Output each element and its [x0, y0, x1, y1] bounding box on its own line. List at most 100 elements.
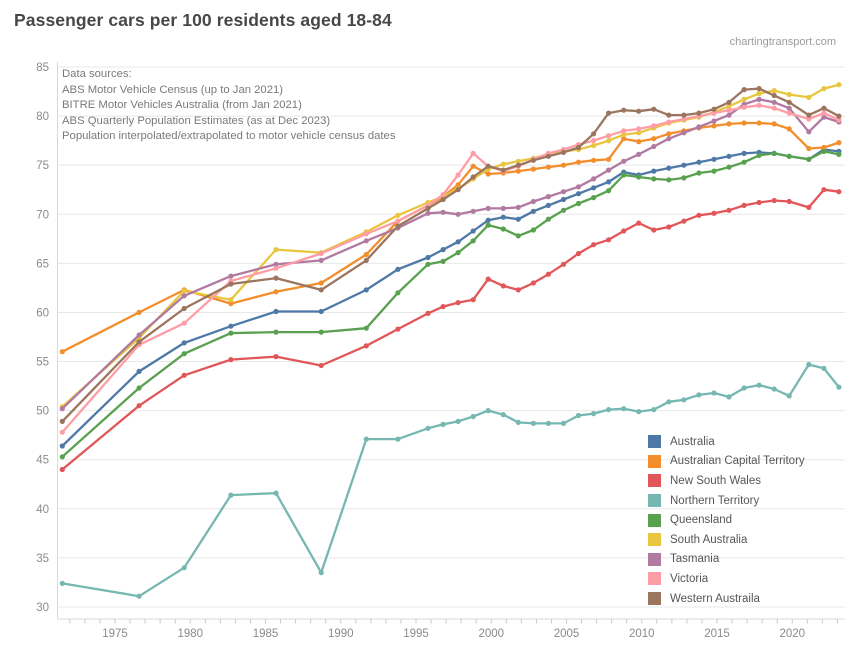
data-point[interactable] [425, 261, 431, 267]
data-point[interactable] [726, 121, 732, 127]
data-point[interactable] [395, 218, 401, 224]
data-point[interactable] [530, 420, 537, 426]
data-point[interactable] [273, 289, 279, 295]
data-point[interactable] [470, 208, 476, 214]
data-point[interactable] [651, 123, 657, 129]
data-point[interactable] [756, 199, 762, 206]
data-point[interactable] [666, 177, 672, 183]
data-point[interactable] [425, 205, 431, 211]
data-point[interactable] [545, 164, 552, 170]
data-point[interactable] [515, 204, 521, 210]
data-point[interactable] [756, 120, 762, 126]
data-point[interactable] [560, 207, 567, 213]
data-point[interactable] [136, 339, 142, 345]
data-point[interactable] [806, 112, 812, 118]
data-point[interactable] [318, 257, 324, 263]
legend-item-victoria[interactable]: Victoria [648, 569, 805, 589]
data-point[interactable] [136, 309, 142, 315]
data-point[interactable] [726, 103, 732, 109]
data-point[interactable] [726, 153, 732, 159]
legend-item-south-australia[interactable]: South Australia [648, 530, 805, 550]
data-point[interactable] [726, 99, 732, 105]
data-point[interactable] [59, 454, 65, 460]
data-point[interactable] [591, 411, 597, 417]
data-point[interactable] [606, 110, 612, 116]
data-point[interactable] [666, 136, 672, 142]
data-point[interactable] [696, 110, 702, 116]
data-point[interactable] [741, 385, 747, 391]
data-point[interactable] [821, 187, 827, 193]
data-point[interactable] [181, 372, 187, 378]
data-point[interactable] [273, 490, 279, 496]
data-point[interactable] [363, 238, 369, 244]
data-point[interactable] [181, 565, 187, 571]
data-point[interactable] [711, 110, 717, 116]
data-point[interactable] [575, 412, 582, 419]
data-point[interactable] [606, 188, 612, 194]
data-point[interactable] [455, 418, 461, 424]
data-point[interactable] [59, 580, 65, 587]
data-point[interactable] [821, 110, 827, 116]
legend-item-northern-territory[interactable]: Northern Territory [648, 491, 805, 511]
data-point[interactable] [500, 167, 506, 173]
data-point[interactable] [575, 184, 582, 190]
data-point[interactable] [575, 250, 582, 257]
data-point[interactable] [425, 310, 431, 316]
data-point[interactable] [228, 273, 234, 279]
data-point[interactable] [363, 436, 369, 442]
data-point[interactable] [606, 237, 612, 243]
series-line[interactable] [61, 98, 841, 410]
data-point[interactable] [530, 208, 537, 214]
series-victoria[interactable] [59, 102, 842, 435]
data-point[interactable] [591, 176, 597, 182]
data-point[interactable] [136, 593, 142, 599]
data-point[interactable] [515, 158, 521, 164]
data-point[interactable] [836, 189, 842, 195]
data-point[interactable] [470, 297, 476, 303]
data-point[interactable] [59, 429, 65, 435]
data-point[interactable] [786, 91, 792, 98]
data-point[interactable] [786, 198, 792, 205]
data-point[interactable] [530, 227, 537, 233]
data-point[interactable] [440, 247, 446, 253]
data-point[interactable] [621, 107, 627, 113]
watermark-link[interactable]: chartingtransport.com [729, 36, 836, 48]
data-point[interactable] [726, 394, 732, 400]
data-point[interactable] [711, 118, 717, 124]
series-queensland[interactable] [59, 148, 842, 460]
data-point[interactable] [711, 106, 717, 112]
legend-item-new-south-wales[interactable]: New South Wales [648, 471, 805, 491]
series-northern-territory[interactable] [59, 361, 842, 599]
data-point[interactable] [395, 326, 401, 332]
data-point[interactable] [621, 132, 627, 138]
data-point[interactable] [485, 163, 491, 169]
data-point[interactable] [821, 114, 827, 120]
data-point[interactable] [440, 209, 446, 215]
data-point[interactable] [756, 382, 762, 388]
data-point[interactable] [636, 174, 642, 180]
data-point[interactable] [836, 113, 842, 119]
data-point[interactable] [771, 105, 777, 111]
data-point[interactable] [500, 214, 506, 220]
data-point[interactable] [666, 224, 672, 230]
data-point[interactable] [756, 90, 762, 97]
data-point[interactable] [651, 227, 657, 233]
data-point[interactable] [530, 166, 537, 172]
data-point[interactable] [395, 436, 401, 442]
data-point[interactable] [806, 94, 812, 100]
data-point[interactable] [363, 257, 369, 263]
data-point[interactable] [318, 287, 324, 293]
data-point[interactable] [425, 210, 431, 216]
data-point[interactable] [666, 119, 672, 125]
data-point[interactable] [741, 202, 747, 208]
data-point[interactable] [545, 194, 552, 200]
data-point[interactable] [59, 443, 65, 449]
data-point[interactable] [681, 397, 687, 403]
data-point[interactable] [726, 164, 732, 170]
data-point[interactable] [318, 308, 324, 315]
data-point[interactable] [771, 121, 777, 127]
legend-item-australia[interactable]: Australia [648, 432, 805, 452]
data-point[interactable] [606, 156, 612, 162]
data-point[interactable] [318, 280, 324, 286]
